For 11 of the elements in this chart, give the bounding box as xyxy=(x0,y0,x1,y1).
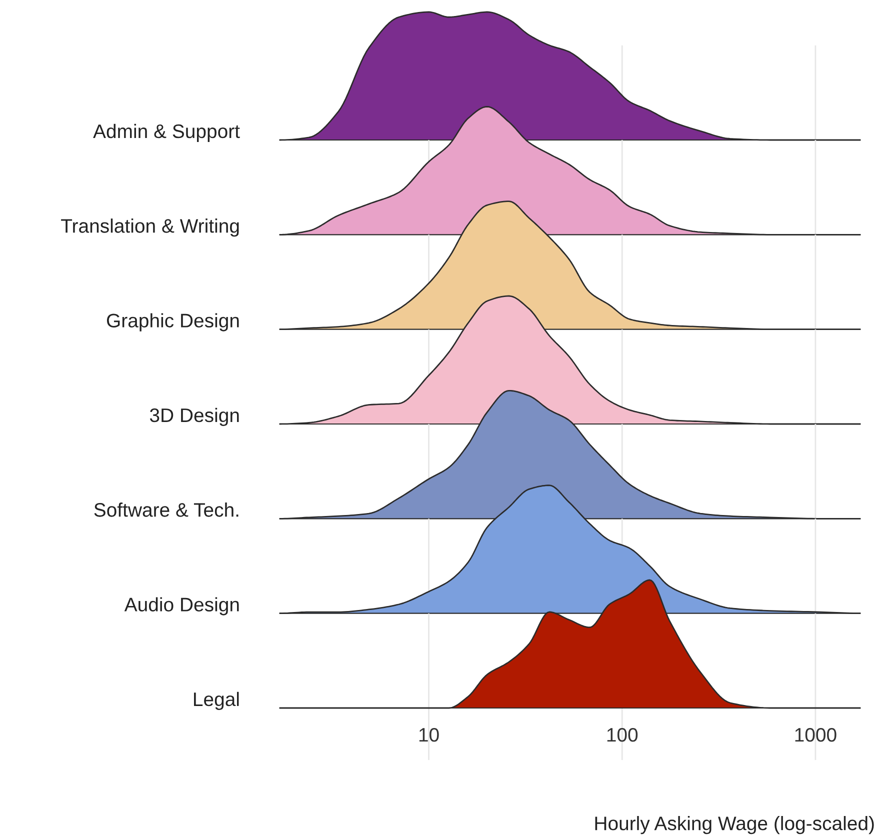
x-axis-title: Hourly Asking Wage (log-scaled) xyxy=(595,816,874,834)
y-axis-title: 3D Design xyxy=(150,408,239,426)
y-axis-title: Translation & Writing xyxy=(61,218,239,237)
y-axis-title: Legal xyxy=(194,692,239,710)
y-axis-title: Software & Tech. xyxy=(94,502,238,517)
x-tick-label: 100 xyxy=(607,728,638,742)
y-axis-title: Admin & Support xyxy=(93,124,240,142)
x-tick-label: 10 xyxy=(419,728,439,742)
y-axis-title: Audio Design xyxy=(124,597,239,616)
y-axis-title: Graphic Design xyxy=(106,313,239,332)
x-tick-label: 1000 xyxy=(795,728,836,742)
